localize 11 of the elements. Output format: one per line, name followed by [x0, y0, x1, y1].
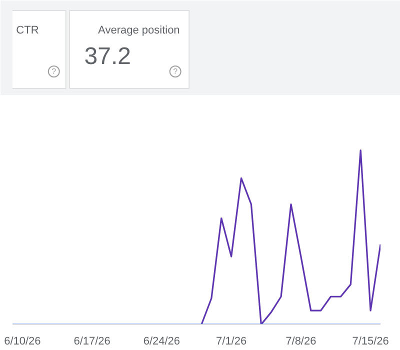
x-tick-label: 7/15/26 — [352, 336, 389, 348]
text: Average position — [98, 24, 180, 36]
text: ? — [173, 67, 178, 76]
x-tick-label: 6/10/26 — [4, 336, 41, 348]
x-tick-label: 6/24/26 — [143, 336, 180, 348]
x-tick-label: 7/8/26 — [286, 336, 316, 348]
text: 37.2 — [84, 43, 131, 70]
x-tick-label: 6/17/26 — [74, 336, 110, 348]
x-tick-label: 7/1/26 — [216, 336, 247, 348]
text: CTR — [16, 24, 39, 36]
text: ? — [52, 67, 57, 76]
